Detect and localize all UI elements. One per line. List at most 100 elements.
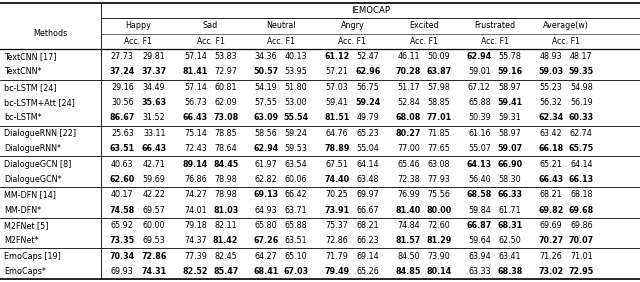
- Text: 66.13: 66.13: [569, 175, 594, 184]
- Text: 52.84: 52.84: [397, 98, 420, 107]
- Text: 60.33: 60.33: [569, 113, 594, 122]
- Text: 82.52: 82.52: [182, 267, 208, 276]
- Text: 77.65: 77.65: [428, 144, 451, 153]
- Text: 53.00: 53.00: [285, 98, 307, 107]
- Text: 62.60: 62.60: [109, 175, 135, 184]
- Text: 40.17: 40.17: [111, 190, 134, 199]
- Text: Acc. F1: Acc. F1: [410, 37, 438, 46]
- Text: 78.85: 78.85: [214, 129, 237, 138]
- Text: Sad: Sad: [203, 21, 218, 30]
- Text: 50.39: 50.39: [468, 113, 491, 122]
- Text: 80.14: 80.14: [426, 267, 451, 276]
- Text: 68.21: 68.21: [356, 221, 379, 230]
- Text: 34.49: 34.49: [143, 83, 166, 92]
- Text: 68.18: 68.18: [570, 190, 593, 199]
- Text: 62.94: 62.94: [467, 52, 492, 61]
- Text: Acc. F1: Acc. F1: [339, 37, 366, 46]
- Text: 59.16: 59.16: [497, 67, 523, 76]
- Text: 29.81: 29.81: [143, 52, 166, 61]
- Text: 27.73: 27.73: [111, 52, 134, 61]
- Text: 59.41: 59.41: [325, 98, 348, 107]
- Text: 61.71: 61.71: [499, 206, 522, 215]
- Text: 74.27: 74.27: [184, 190, 207, 199]
- Text: 63.51: 63.51: [109, 144, 135, 153]
- Text: 30.56: 30.56: [111, 98, 134, 107]
- Text: 50.57: 50.57: [253, 67, 278, 76]
- Text: 65.75: 65.75: [569, 144, 594, 153]
- Text: 74.84: 74.84: [397, 221, 420, 230]
- Text: 81.57: 81.57: [396, 236, 421, 245]
- Text: 80.27: 80.27: [396, 129, 421, 138]
- Text: Excited: Excited: [409, 21, 438, 30]
- Text: 29.16: 29.16: [111, 83, 134, 92]
- Text: 55.23: 55.23: [540, 83, 563, 92]
- Text: 59.84: 59.84: [468, 206, 491, 215]
- Text: 62.09: 62.09: [214, 98, 237, 107]
- Text: 76.99: 76.99: [397, 190, 420, 199]
- Text: 59.24: 59.24: [355, 98, 381, 107]
- Text: 59.69: 59.69: [143, 175, 166, 184]
- Text: 55.78: 55.78: [499, 52, 522, 61]
- Text: 72.97: 72.97: [214, 67, 237, 76]
- Text: DialogueGCN*: DialogueGCN*: [4, 175, 61, 184]
- Text: 62.74: 62.74: [570, 129, 593, 138]
- Text: 56.19: 56.19: [570, 98, 593, 107]
- Text: 40.63: 40.63: [111, 160, 134, 169]
- Text: 85.47: 85.47: [213, 267, 238, 276]
- Text: 78.98: 78.98: [214, 190, 237, 199]
- Text: 69.69: 69.69: [540, 221, 562, 230]
- Text: 81.42: 81.42: [213, 236, 238, 245]
- Text: 69.82: 69.82: [538, 206, 563, 215]
- Text: 65.23: 65.23: [356, 129, 380, 138]
- Text: 48.93: 48.93: [540, 52, 562, 61]
- Text: 59.41: 59.41: [497, 98, 523, 107]
- Text: 59.35: 59.35: [569, 67, 594, 76]
- Text: Acc. F1: Acc. F1: [552, 37, 580, 46]
- Text: 66.33: 66.33: [497, 190, 523, 199]
- Text: 63.51: 63.51: [285, 236, 307, 245]
- Text: 56.40: 56.40: [468, 175, 491, 184]
- Text: 37.24: 37.24: [109, 67, 135, 76]
- Text: 67.51: 67.51: [325, 160, 348, 169]
- Text: 56.32: 56.32: [540, 98, 562, 107]
- Text: 72.43: 72.43: [184, 144, 207, 153]
- Text: TextCNN [17]: TextCNN [17]: [4, 52, 56, 61]
- Text: 55.04: 55.04: [356, 144, 380, 153]
- Text: 63.71: 63.71: [285, 206, 307, 215]
- Text: 72.86: 72.86: [325, 236, 348, 245]
- Text: bc-LSTM+Att [24]: bc-LSTM+Att [24]: [4, 98, 75, 107]
- Text: 78.98: 78.98: [214, 175, 237, 184]
- Text: 68.31: 68.31: [497, 221, 523, 230]
- Text: 81.03: 81.03: [213, 206, 238, 215]
- Text: 69.53: 69.53: [143, 236, 166, 245]
- Text: 42.71: 42.71: [143, 160, 166, 169]
- Text: 67.03: 67.03: [284, 267, 308, 276]
- Text: 62.96: 62.96: [355, 67, 381, 76]
- Text: 68.21: 68.21: [540, 190, 562, 199]
- Text: EmoCaps*: EmoCaps*: [4, 267, 45, 276]
- Text: 69.68: 69.68: [569, 206, 594, 215]
- Text: 67.26: 67.26: [253, 236, 278, 245]
- Text: EmoCaps [19]: EmoCaps [19]: [4, 252, 61, 261]
- Text: TextCNN*: TextCNN*: [4, 67, 42, 76]
- Text: 82.45: 82.45: [214, 252, 237, 261]
- Text: Angry: Angry: [340, 21, 364, 30]
- Text: 66.43: 66.43: [538, 175, 563, 184]
- Text: 66.87: 66.87: [467, 221, 492, 230]
- Text: 31.52: 31.52: [143, 113, 166, 122]
- Text: 58.97: 58.97: [499, 83, 522, 92]
- Text: 25.63: 25.63: [111, 129, 134, 138]
- Text: 65.80: 65.80: [255, 221, 277, 230]
- Text: 68.08: 68.08: [396, 113, 421, 122]
- Text: 75.56: 75.56: [428, 190, 451, 199]
- Text: 73.91: 73.91: [324, 206, 349, 215]
- Text: 66.43: 66.43: [141, 144, 167, 153]
- Text: Acc. F1: Acc. F1: [267, 37, 295, 46]
- Text: 65.88: 65.88: [468, 98, 491, 107]
- Text: 70.25: 70.25: [325, 190, 348, 199]
- Text: 59.53: 59.53: [285, 144, 308, 153]
- Text: 72.60: 72.60: [428, 221, 450, 230]
- Text: 72.38: 72.38: [397, 175, 420, 184]
- Text: 62.50: 62.50: [499, 236, 522, 245]
- Text: 57.98: 57.98: [428, 83, 451, 92]
